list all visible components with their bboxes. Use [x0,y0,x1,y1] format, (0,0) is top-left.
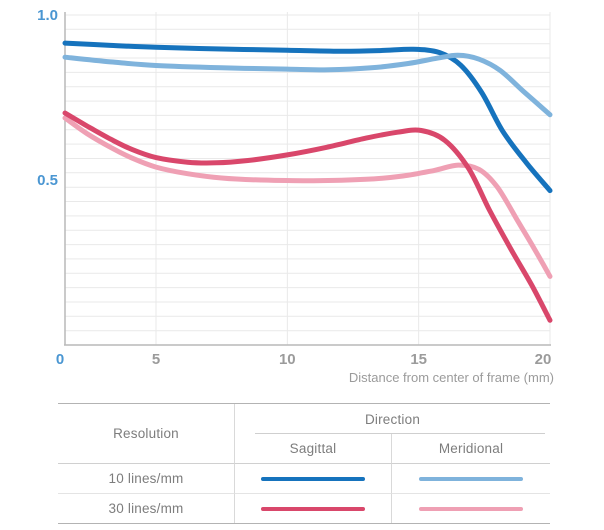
x-axis-caption: Distance from center of frame (mm) [348,370,554,385]
swatch-cell-30-meridional [392,494,550,523]
direction-underline [255,433,545,434]
row-10lines-label: 10 lines/mm [108,471,184,486]
swatch-10-meridional [419,476,523,481]
sagittal-header-cell: Sagittal [235,434,392,464]
curve-30-lines-mm-meridional [62,115,553,279]
sagittal-header-label: Sagittal [289,441,337,456]
curve-30-lines-mm-sagittal [62,110,553,323]
x-tick-label-0: 0 [56,351,64,368]
x-tick-label-5: 5 [152,351,160,368]
swatch-10-sagittal [261,476,365,481]
resolution-header-cell: Resolution [58,404,235,464]
y-tick-label-0.5: 0.5 [37,172,58,189]
row-30lines-label-cell: 30 lines/mm [58,494,235,523]
x-tick-label-20: 20 [535,351,552,368]
swatch-30-meridional [419,506,523,511]
swatch-30-sagittal [261,506,365,511]
swatch-cell-10-meridional [392,464,550,494]
curve-10-lines-mm-meridional [62,52,553,118]
direction-header-cell: Direction [235,404,550,434]
direction-header-label: Direction [364,411,421,427]
row-30lines-label: 30 lines/mm [108,501,184,516]
x-tick-label-15: 15 [410,351,427,368]
y-tick-label-1.0: 1.0 [37,7,58,24]
swatch-cell-10-sagittal [235,464,392,494]
legend-table: Resolution Direction Sagittal Meridional… [58,403,550,524]
curve-10-lines-mm-sagittal [62,40,553,194]
x-tick-label-10: 10 [279,351,296,368]
swatch-cell-30-sagittal [235,494,392,523]
chart-canvas: 1.0 0.5 0 5 10 15 20 [37,7,553,368]
row-10lines-label-cell: 10 lines/mm [58,464,235,494]
mtf-chart: 1.0 0.5 0 5 10 15 20 Distance from center of f… [37,7,554,385]
meridional-header-cell: Meridional [392,434,550,464]
meridional-header-label: Meridional [438,441,504,456]
resolution-header-label: Resolution [113,426,179,441]
